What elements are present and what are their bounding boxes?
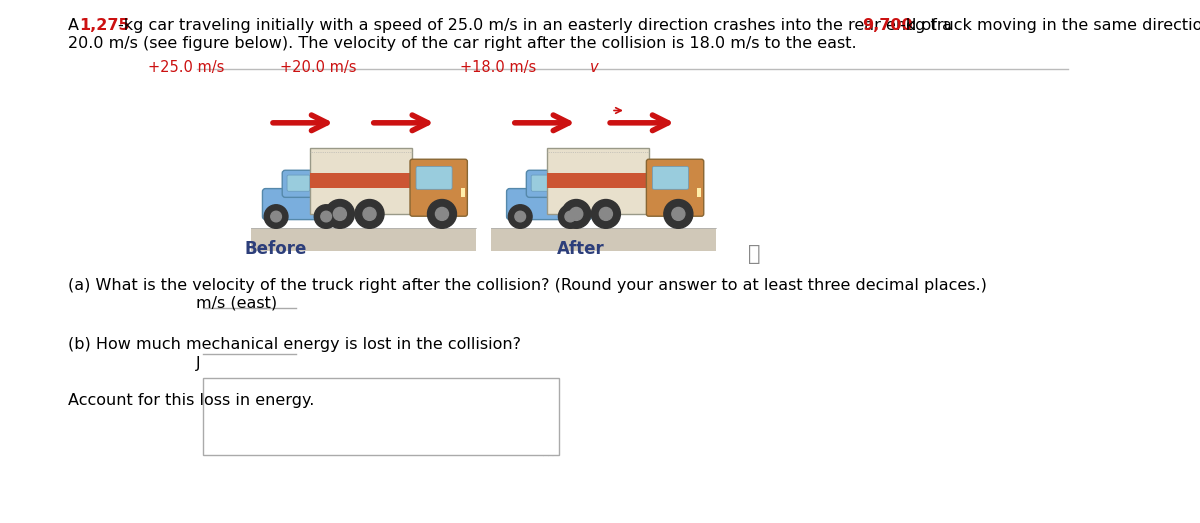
Circle shape	[515, 211, 526, 222]
FancyBboxPatch shape	[653, 166, 689, 189]
Text: 9,700: 9,700	[862, 18, 913, 33]
FancyBboxPatch shape	[584, 194, 594, 214]
Circle shape	[570, 208, 583, 220]
FancyBboxPatch shape	[647, 159, 703, 216]
Text: Account for this loss in energy.: Account for this loss in energy.	[68, 393, 314, 408]
Circle shape	[334, 208, 347, 220]
FancyBboxPatch shape	[554, 175, 577, 191]
Bar	[203, 379, 559, 456]
Text: (a) What is the velocity of the truck right after the collision? (Round your ans: (a) What is the velocity of the truck ri…	[68, 278, 986, 293]
Circle shape	[599, 208, 612, 220]
Bar	[251, 229, 475, 252]
FancyBboxPatch shape	[416, 166, 452, 189]
Circle shape	[558, 204, 582, 229]
Text: +20.0 m/s: +20.0 m/s	[280, 60, 356, 75]
Bar	[311, 149, 413, 214]
Text: -kg truck moving in the same direction at: -kg truck moving in the same direction a…	[900, 18, 1200, 33]
Text: (b) How much mechanical energy is lost in the collision?: (b) How much mechanical energy is lost i…	[68, 337, 521, 352]
Circle shape	[664, 199, 692, 229]
Bar	[697, 188, 702, 197]
FancyBboxPatch shape	[532, 175, 554, 191]
Text: -kg car traveling initially with a speed of 25.0 m/s in an easterly direction cr: -kg car traveling initially with a speed…	[118, 18, 958, 33]
Circle shape	[436, 208, 449, 220]
Bar	[461, 188, 466, 197]
Text: m/s (east): m/s (east)	[196, 296, 277, 311]
Circle shape	[314, 204, 338, 229]
Text: ⓘ: ⓘ	[748, 244, 761, 264]
Bar	[340, 201, 344, 209]
Circle shape	[271, 211, 282, 222]
Circle shape	[325, 199, 354, 229]
Circle shape	[427, 199, 456, 229]
Circle shape	[362, 208, 376, 220]
Text: v: v	[590, 60, 599, 75]
Text: A: A	[68, 18, 84, 33]
FancyBboxPatch shape	[506, 189, 592, 220]
Text: 1,275: 1,275	[79, 18, 130, 33]
Circle shape	[592, 199, 620, 229]
Circle shape	[264, 204, 288, 229]
Circle shape	[320, 211, 331, 222]
Bar	[491, 229, 715, 252]
Text: J: J	[196, 356, 200, 371]
Text: After: After	[557, 240, 605, 258]
FancyBboxPatch shape	[410, 159, 467, 216]
Bar	[547, 149, 649, 214]
Circle shape	[562, 199, 590, 229]
Bar	[203, 291, 295, 308]
FancyBboxPatch shape	[282, 170, 341, 197]
Circle shape	[355, 199, 384, 229]
Text: +18.0 m/s: +18.0 m/s	[460, 60, 536, 75]
Bar	[583, 201, 589, 209]
Circle shape	[565, 211, 576, 222]
Text: Before: Before	[245, 240, 307, 258]
Text: +25.0 m/s: +25.0 m/s	[148, 60, 224, 75]
FancyBboxPatch shape	[527, 170, 586, 197]
FancyBboxPatch shape	[263, 189, 348, 220]
Bar	[203, 337, 295, 354]
Circle shape	[672, 208, 685, 220]
Circle shape	[509, 204, 532, 229]
FancyBboxPatch shape	[287, 175, 310, 191]
Text: 20.0 m/s (see figure below). The velocity of the car right after the collision i: 20.0 m/s (see figure below). The velocit…	[68, 36, 857, 51]
Bar	[547, 173, 649, 188]
FancyBboxPatch shape	[310, 175, 332, 191]
Bar	[311, 173, 413, 188]
